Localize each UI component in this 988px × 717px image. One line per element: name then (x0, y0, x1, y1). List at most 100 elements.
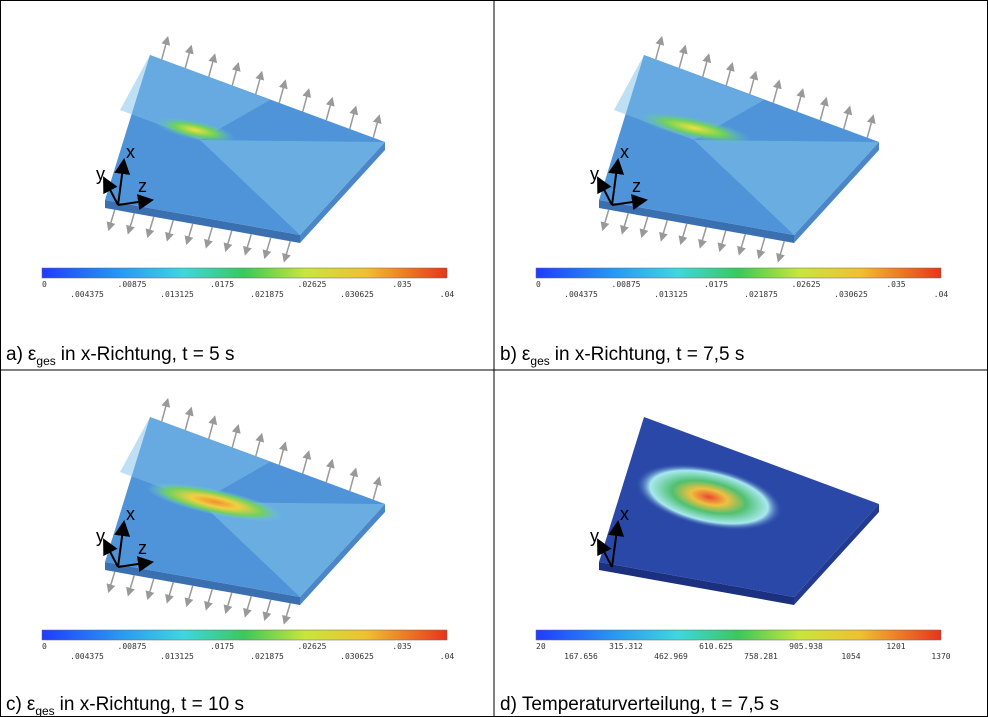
load-arrow (698, 227, 707, 249)
load-arrow (161, 35, 171, 60)
load-arrow (243, 234, 252, 256)
load-arrow (184, 223, 194, 246)
load-arrow (278, 79, 288, 104)
colorbar-label: .02625 (298, 642, 327, 651)
load-arrow (600, 209, 610, 232)
load-arrow (204, 227, 213, 249)
colorbar-label: .030625 (834, 290, 868, 299)
load-arrow (678, 44, 688, 69)
colorbar-label: .04 (934, 290, 949, 299)
colorbar-label: 1370 (931, 652, 950, 661)
axis-arrow (117, 556, 154, 572)
colorbar-label: .004375 (70, 652, 104, 661)
load-arrow (165, 220, 174, 242)
load-arrow (145, 216, 155, 239)
caption-rest: in x-Richtung, t = 10 s (60, 694, 244, 715)
plate-shade (200, 502, 385, 597)
colorbar-label: 0 (42, 642, 47, 651)
load-arrow (776, 241, 785, 263)
load-arrow (678, 223, 688, 246)
load-arrow (161, 397, 171, 422)
load-arrow (126, 575, 135, 597)
axis-label: z (138, 176, 147, 196)
load-arrow (349, 467, 359, 492)
load-arrow (819, 96, 829, 121)
axis-label: z (632, 176, 641, 196)
colorbar-label: .035 (392, 280, 411, 289)
colorbar-label: .013125 (160, 290, 194, 299)
axis-label: y (96, 526, 105, 546)
load-arrow (659, 220, 668, 242)
axis-label: x (126, 504, 135, 524)
colorbar-label: .04 (440, 652, 455, 661)
axis-arrow (103, 176, 119, 206)
caption-symbol: ε (522, 344, 531, 365)
load-arrow (372, 114, 382, 138)
axis-label: y (590, 164, 599, 184)
plate-side (794, 504, 879, 605)
hotspot (146, 482, 284, 522)
colorbar (41, 267, 448, 279)
plate-side (300, 504, 385, 605)
caption: c) εges in x-Richtung, t = 10 s (6, 694, 244, 717)
load-arrow (106, 571, 116, 594)
axis-label: z (138, 538, 147, 558)
axis-label: y (96, 164, 105, 184)
load-arrow (255, 70, 265, 95)
colorbar-label: .021875 (250, 652, 284, 661)
load-arrow (126, 213, 135, 235)
caption-rest: in x-Richtung, t = 5 s (61, 344, 235, 365)
load-arrow (702, 53, 712, 77)
plate-side (599, 200, 794, 243)
colorbar-label: 20 (536, 642, 546, 651)
caption: a) εges in x-Richtung, t = 5 s (6, 344, 234, 368)
load-arrow (772, 79, 782, 104)
load-arrow (231, 62, 241, 86)
load-arrow (262, 599, 272, 622)
load-arrow (372, 476, 382, 500)
load-arrow (725, 62, 735, 86)
load-arrow (223, 592, 233, 615)
colorbar-label: .035 (886, 280, 905, 289)
caption: b) εges in x-Richtung, t = 7,5 s (500, 344, 744, 368)
load-arrow (325, 96, 335, 121)
load-arrow (184, 406, 194, 431)
colorbar-label: .035 (392, 642, 411, 651)
axis-arrow (114, 520, 131, 568)
colorbar-label: .02625 (298, 280, 327, 289)
load-arrow (165, 582, 174, 604)
colorbar-label: .0175 (210, 280, 234, 289)
load-arrow (737, 234, 746, 256)
plate-side (599, 562, 794, 605)
hotspot (635, 111, 753, 145)
colorbar-label: .04 (440, 290, 455, 299)
load-arrow (231, 424, 241, 448)
colorbar-label: 758.281 (744, 652, 778, 661)
colorbar-label: 0 (42, 280, 47, 289)
colorbar-label: .0175 (704, 280, 728, 289)
axis-label: y (590, 526, 599, 546)
plate-side (300, 142, 385, 243)
load-arrow (796, 88, 806, 112)
colorbar-label: 167.656 (564, 652, 598, 661)
load-arrow (639, 216, 649, 239)
colorbar-label: 905.938 (789, 642, 823, 651)
axis-arrow (114, 158, 131, 206)
axis-arrow (597, 176, 613, 206)
colorbar-label: .021875 (250, 290, 284, 299)
colorbar-label: 1201 (886, 642, 905, 651)
panel: x y 20 167.656 315.312 462.969 610.625 758.281 9… (500, 417, 951, 715)
axis-arrow (117, 194, 154, 210)
axis-arrow (608, 520, 625, 568)
caption-subscript: ges (35, 704, 54, 717)
caption-prefix: c) (6, 694, 22, 715)
plate-shade (200, 140, 385, 235)
plate-side (105, 562, 300, 605)
load-arrow (866, 114, 876, 138)
colorbar-label: .021875 (744, 290, 778, 299)
colorbar-label: 1054 (841, 652, 860, 661)
load-arrow (208, 415, 218, 439)
colorbar-label: .013125 (654, 290, 688, 299)
panel: x y z 0 .004375 .00875 .013125 .0175 .021875 .026… (6, 35, 455, 368)
caption-prefix: b) (500, 344, 517, 365)
